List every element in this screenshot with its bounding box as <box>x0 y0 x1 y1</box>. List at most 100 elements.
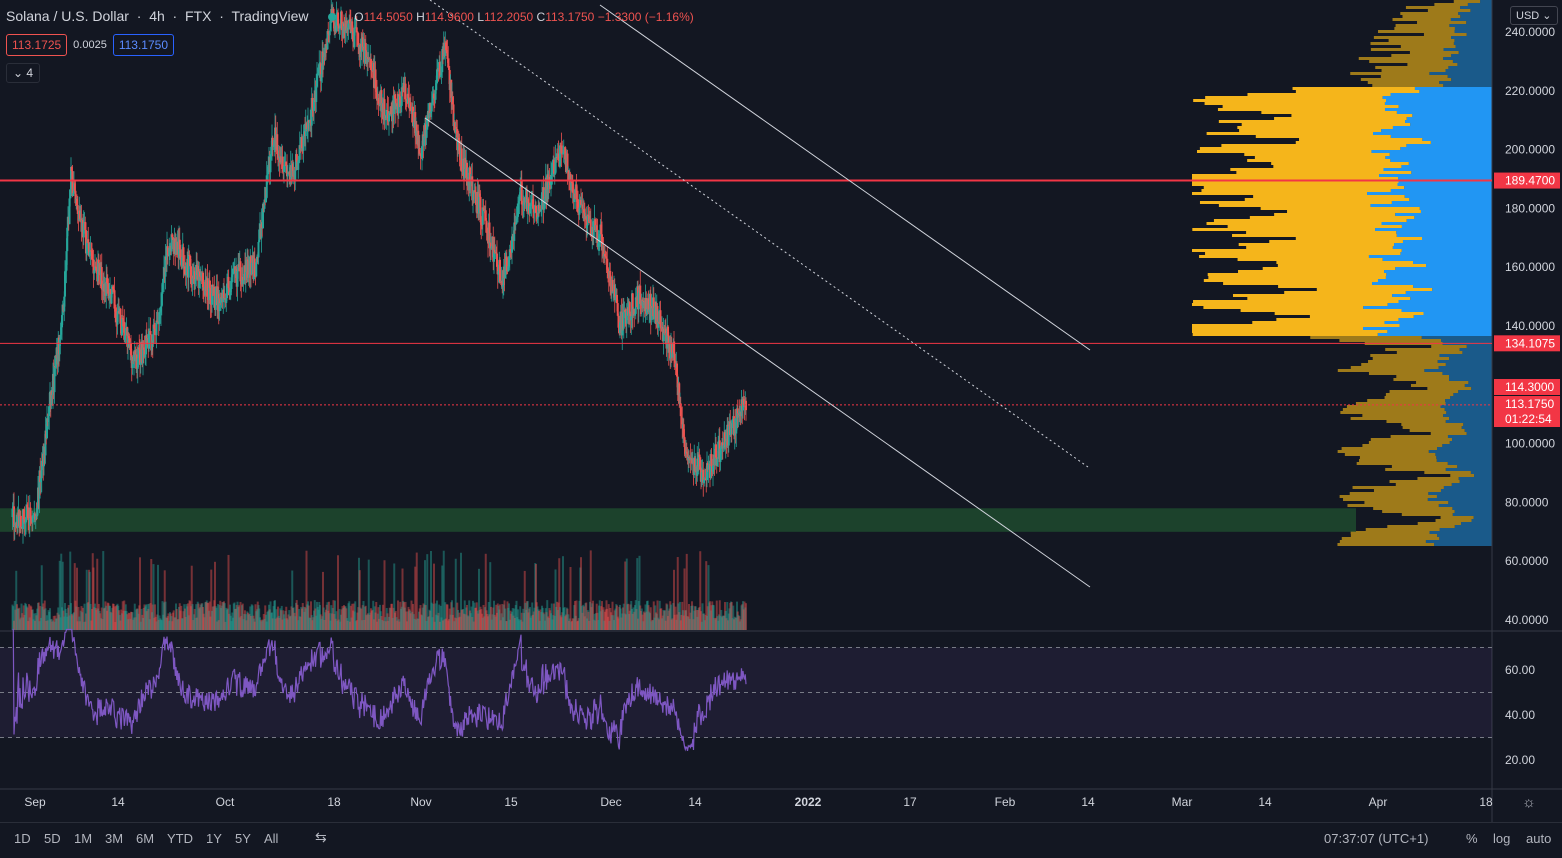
volume-bar <box>508 619 511 630</box>
calendar-range-icon[interactable]: ⇆ <box>315 829 327 845</box>
volume-bar <box>611 601 614 630</box>
volume-bar <box>547 617 550 630</box>
candle-body <box>587 214 590 216</box>
volume-bar <box>322 571 324 630</box>
vp-up-bar <box>1244 153 1390 156</box>
volume-bar <box>700 611 702 630</box>
volume-bar <box>604 611 606 630</box>
volume-bar <box>496 603 499 630</box>
range-1m[interactable]: 1M <box>74 831 93 846</box>
volume-bar <box>76 567 78 630</box>
volume-bar <box>233 602 236 630</box>
candle-body <box>647 298 650 313</box>
range-5y[interactable]: 5Y <box>235 831 251 846</box>
volume-bar <box>116 603 119 630</box>
log-toggle[interactable]: log <box>1493 831 1511 846</box>
candle-body <box>142 347 145 350</box>
candle-body <box>188 254 191 256</box>
volume-bar <box>688 618 691 630</box>
currency-select[interactable]: USD ⌄ <box>1510 6 1558 25</box>
volume-bar <box>224 621 227 630</box>
candle-body <box>393 94 396 115</box>
candle-body <box>400 87 403 106</box>
vp-down-bar <box>1448 66 1492 69</box>
vp-up-bar <box>1382 510 1455 513</box>
volume-bar <box>416 618 419 630</box>
vp-up-bar <box>1276 261 1414 264</box>
buy-button[interactable]: 113.1750 <box>112 34 174 56</box>
candle-body <box>484 210 487 221</box>
volume-bar <box>216 621 219 630</box>
vp-up-bar <box>1417 21 1467 24</box>
range-ytd[interactable]: YTD <box>167 831 193 846</box>
range-5d[interactable]: 5D <box>44 831 61 846</box>
range-1y[interactable]: 1Y <box>206 831 222 846</box>
candle-body <box>508 259 510 267</box>
volume-bar <box>520 619 522 630</box>
volume-bar <box>112 603 114 630</box>
volume-bar <box>131 612 134 630</box>
candle-body <box>589 219 592 236</box>
candle-body <box>666 326 669 349</box>
volume-bar <box>147 608 150 630</box>
time-axis[interactable]: Sep 14 Oct 18 Nov 15 Dec 14 2022 17 Feb 14 Mar 14 Apr 1… <box>24 795 1493 809</box>
vp-up-bar <box>1402 426 1462 429</box>
vp-down-bar <box>1405 291 1492 294</box>
volume-bar <box>293 612 296 630</box>
volume-bar <box>73 612 75 630</box>
volume-bar <box>138 605 141 630</box>
candle-body <box>164 256 167 277</box>
candle-body <box>22 509 24 530</box>
volume-bar <box>28 604 30 630</box>
vp-up-bar <box>1350 417 1450 420</box>
range-all[interactable]: All <box>264 831 279 846</box>
vp-up-bar <box>1453 0 1481 3</box>
clock-timezone[interactable]: 07:37:07 (UTC+1) <box>1324 831 1429 846</box>
volume-bar <box>481 613 483 630</box>
volume-bar <box>161 601 164 630</box>
volume-bar <box>214 561 216 630</box>
volume-bar <box>597 620 600 630</box>
vp-up-bar <box>1347 504 1439 507</box>
volume-bar <box>559 607 561 630</box>
volume-bar <box>151 604 154 630</box>
percent-toggle[interactable]: % <box>1466 831 1478 846</box>
candle-body <box>600 224 603 235</box>
volume-bar <box>650 621 653 630</box>
range-3m[interactable]: 3M <box>105 831 124 846</box>
range-1d[interactable]: 1D <box>14 831 31 846</box>
candle-body <box>683 436 686 448</box>
volume-bar <box>301 603 304 630</box>
volume-bar <box>681 601 684 630</box>
interval-label[interactable]: 4h <box>149 8 165 24</box>
candle-body <box>488 222 491 249</box>
volume-bar <box>250 615 252 630</box>
volume-bar <box>697 608 700 630</box>
price-tick-label: 240.0000 <box>1505 25 1555 39</box>
symbol-title[interactable]: Solana / U.S. Dollar <box>6 8 129 24</box>
volume-bar <box>160 619 162 630</box>
volume-bar <box>526 601 528 630</box>
volume-bar <box>81 612 84 630</box>
sell-button[interactable]: 113.1725 <box>6 34 68 56</box>
settings-gear-icon[interactable]: ☼ <box>1522 794 1536 811</box>
volume-bar <box>55 618 57 630</box>
volume-bar <box>134 617 137 630</box>
symbol-header[interactable]: Solana / U.S. Dollar · 4h · FTX · Tradin… <box>6 8 694 24</box>
candle-body <box>586 225 588 229</box>
vp-down-bar <box>1421 237 1492 240</box>
volume-bar <box>722 615 725 630</box>
indicators-toggle-button[interactable]: ⌄ 4 <box>6 63 41 83</box>
range-6m[interactable]: 6M <box>136 831 155 846</box>
volume-bar <box>503 600 506 630</box>
drawings[interactable] <box>0 0 1492 588</box>
vp-up-bar <box>1276 318 1399 321</box>
volume-bar <box>514 617 516 630</box>
vp-down-bar <box>1440 405 1492 408</box>
demand-zone[interactable] <box>0 508 1356 532</box>
candle-body <box>622 311 625 329</box>
auto-toggle[interactable]: auto <box>1526 831 1552 846</box>
price-axis[interactable]: 240.0000220.0000200.0000180.0000160.0000… <box>1494 25 1560 767</box>
candle-body <box>208 280 211 288</box>
